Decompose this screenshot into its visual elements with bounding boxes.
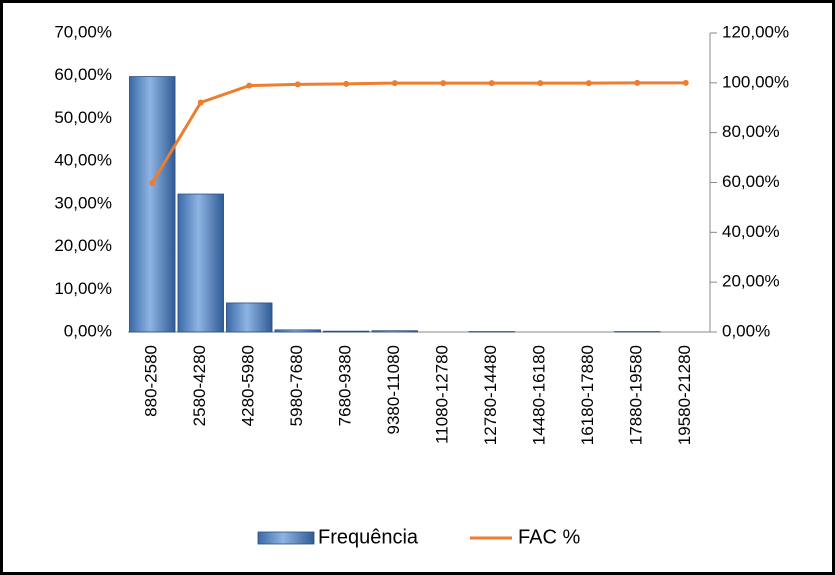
y2-tick-label: 100,00%: [722, 72, 789, 91]
bar: [274, 329, 321, 333]
y2-tick-label: 80,00%: [722, 122, 780, 141]
line-marker: [585, 80, 592, 87]
y-tick-label: 50,00%: [54, 108, 112, 127]
y-tick-label: 40,00%: [54, 151, 112, 170]
bar: [226, 302, 273, 333]
y2-tick-label: 20,00%: [722, 272, 780, 291]
y-tick-label: 60,00%: [54, 65, 112, 84]
x-tick-label: 5980-7680: [287, 345, 306, 426]
y2-tick-label: 0,00%: [722, 321, 770, 340]
legend-label: Frequência: [318, 526, 419, 548]
y-tick-label: 70,00%: [54, 22, 112, 41]
line-marker: [488, 80, 495, 87]
x-tick-label: 16180-17880: [578, 345, 597, 445]
x-tick-label: 17880-19580: [627, 345, 646, 445]
line-marker: [537, 80, 544, 87]
y-tick-label: 30,00%: [54, 193, 112, 212]
line-marker: [682, 79, 689, 86]
x-tick-label: 880-2580: [142, 345, 161, 417]
bar: [323, 330, 370, 333]
y-tick-label: 0,00%: [64, 321, 112, 340]
y2-tick-label: 40,00%: [722, 222, 780, 241]
y2-tick-label: 120,00%: [722, 22, 789, 41]
line-marker: [294, 81, 301, 88]
y-tick-label: 20,00%: [54, 236, 112, 255]
x-tick-label: 9380-11080: [384, 345, 403, 435]
line: [150, 81, 686, 184]
legend-swatch: [257, 531, 315, 545]
bar: [177, 193, 224, 333]
line-marker: [246, 82, 253, 89]
legend-label: FAC %: [518, 526, 580, 548]
line-marker: [149, 179, 156, 186]
y-tick-label: 10,00%: [54, 279, 112, 298]
x-tick-label: 4280-5980: [239, 345, 258, 426]
line-marker: [343, 80, 350, 87]
line-marker: [391, 80, 398, 87]
x-tick-label: 11080-12780: [433, 345, 452, 444]
y2-tick-label: 60,00%: [722, 172, 780, 191]
line-marker: [197, 99, 204, 106]
line-marker: [634, 79, 641, 86]
x-tick-label: 19580-21280: [675, 345, 694, 445]
x-tick-label: 7680-9380: [336, 345, 355, 426]
x-tick-label: 14480-16180: [530, 345, 549, 445]
bar: [371, 330, 418, 333]
x-tick-label: 12780-14480: [481, 345, 500, 445]
bar: [129, 76, 176, 333]
line-marker: [440, 80, 447, 87]
x-tick-label: 2580-4280: [190, 345, 209, 426]
